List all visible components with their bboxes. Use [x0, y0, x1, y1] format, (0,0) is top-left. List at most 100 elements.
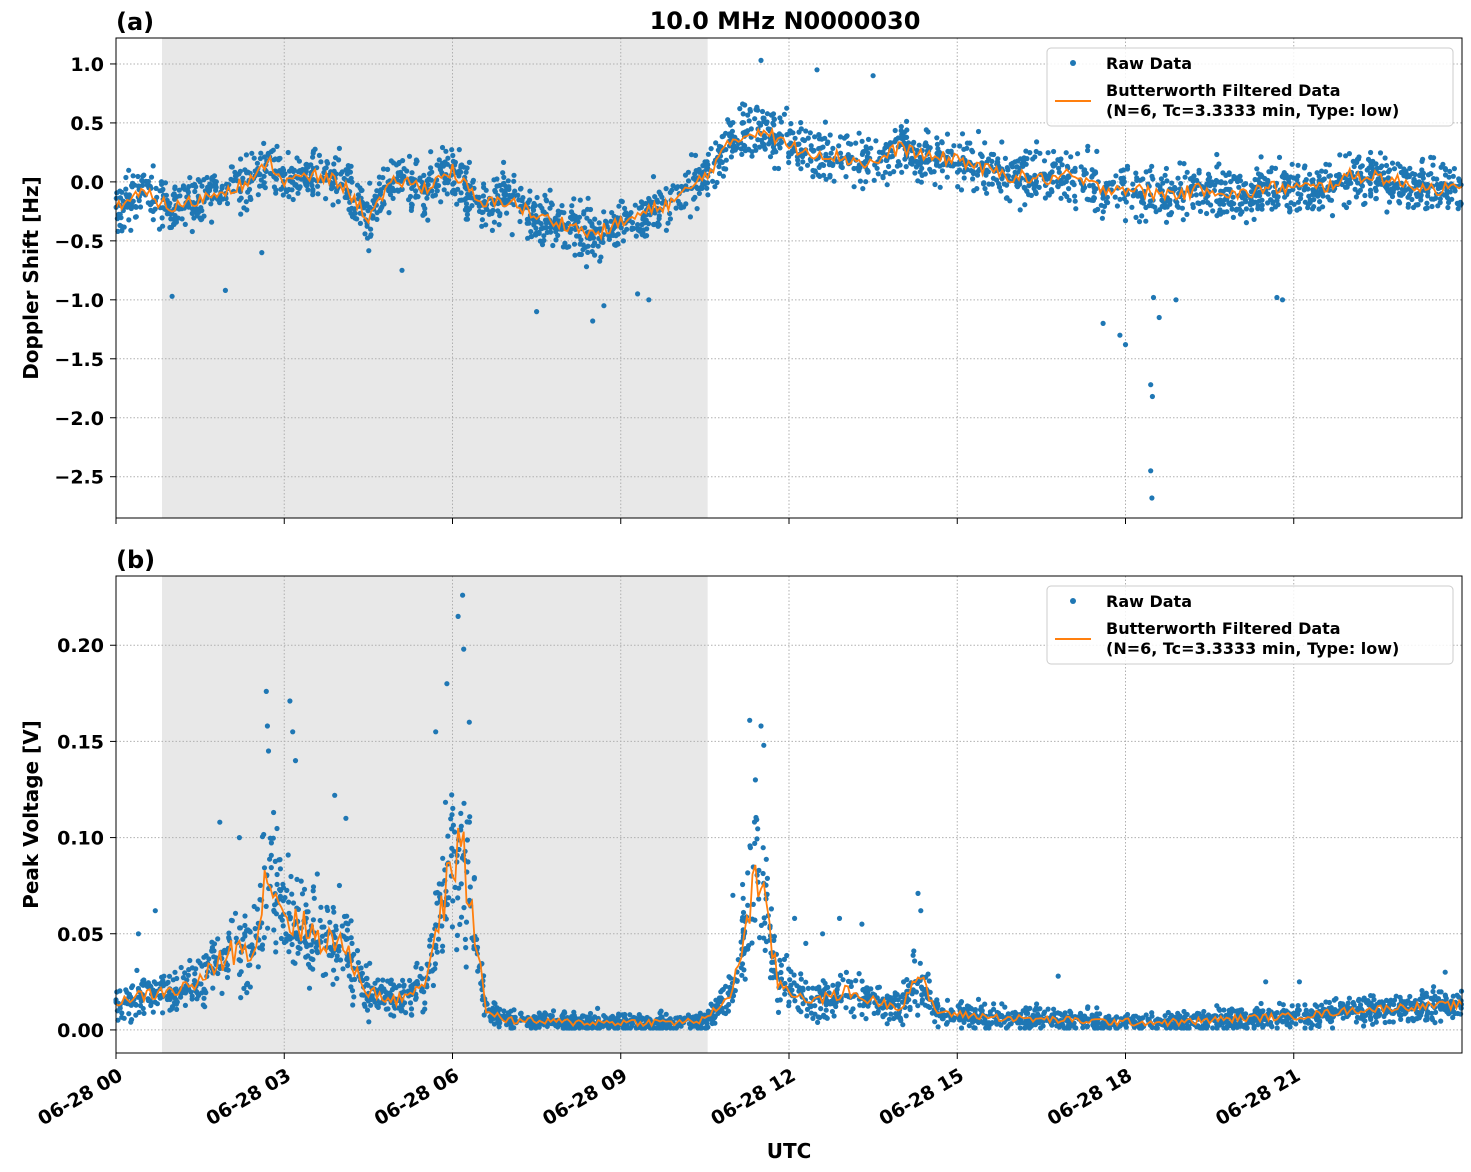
raw-point: [1193, 1012, 1199, 1018]
raw-point: [1398, 192, 1404, 198]
raw-point: [358, 965, 364, 971]
raw-point: [1167, 212, 1174, 218]
raw-point: [306, 985, 313, 991]
raw-point: [1284, 1022, 1290, 1028]
raw-point: [1114, 203, 1120, 209]
raw-outlier-point: [534, 309, 540, 315]
raw-point: [243, 152, 249, 158]
raw-point: [331, 967, 337, 973]
raw-point: [798, 971, 804, 977]
raw-point: [420, 212, 426, 218]
raw-point: [310, 884, 317, 890]
raw-point: [261, 180, 267, 186]
raw-point: [1195, 200, 1201, 206]
raw-point: [511, 178, 517, 184]
raw-point: [458, 881, 464, 887]
raw-point: [1237, 1019, 1243, 1025]
raw-point: [888, 1011, 894, 1017]
raw-point: [407, 977, 413, 984]
raw-point: [1445, 204, 1451, 211]
raw-point: [305, 961, 312, 968]
raw-point: [1050, 179, 1056, 185]
raw-point: [606, 236, 613, 242]
raw-point: [553, 237, 559, 243]
raw-point: [737, 106, 743, 112]
raw-point: [710, 178, 716, 184]
raw-point: [972, 1025, 978, 1031]
raw-point: [808, 143, 814, 149]
raw-point: [1159, 197, 1165, 203]
y-tick-label: 0.0: [70, 172, 104, 194]
raw-point: [1384, 209, 1390, 215]
raw-point: [1228, 1011, 1234, 1017]
raw-point: [756, 867, 762, 874]
raw-point: [1172, 1024, 1178, 1030]
raw-point: [1202, 1024, 1208, 1030]
raw-point: [398, 186, 404, 192]
raw-point: [975, 996, 982, 1003]
raw-point: [1136, 1015, 1142, 1021]
raw-point: [1234, 175, 1241, 181]
raw-point: [130, 173, 136, 179]
raw-point: [241, 985, 247, 992]
panel-b-voltage: 06-28 00 06-28 03 06-28 06 06-28 09 06-28 12…: [19, 546, 1465, 1130]
raw-point: [632, 202, 638, 208]
raw-point: [1419, 158, 1425, 164]
raw-point: [458, 197, 465, 203]
raw-point: [726, 974, 732, 980]
raw-point: [1174, 199, 1180, 205]
raw-point: [244, 207, 250, 213]
raw-point: [1229, 206, 1235, 212]
raw-point: [1452, 188, 1458, 194]
raw-point: [915, 1003, 921, 1009]
raw-point: [466, 159, 472, 165]
raw-point: [581, 211, 587, 217]
raw-point: [396, 159, 402, 166]
raw-point: [166, 973, 173, 979]
raw-point: [929, 1010, 935, 1016]
raw-point: [274, 143, 280, 149]
raw-point: [417, 175, 423, 181]
raw-point: [1097, 1011, 1103, 1017]
raw-point: [570, 212, 576, 218]
raw-point: [860, 149, 867, 155]
raw-point: [880, 173, 886, 179]
raw-point: [518, 1010, 524, 1017]
raw-point: [613, 233, 619, 239]
raw-point: [1282, 1018, 1288, 1024]
raw-point: [145, 178, 151, 185]
shaded-interval: [161, 38, 708, 518]
raw-point: [616, 203, 622, 209]
raw-point: [206, 956, 212, 962]
raw-point: [1010, 160, 1016, 166]
raw-point: [202, 1004, 208, 1010]
raw-point: [1190, 204, 1196, 210]
raw-point: [1200, 199, 1206, 205]
raw-point: [788, 121, 794, 127]
raw-point: [1179, 205, 1185, 211]
raw-point: [1021, 184, 1027, 190]
raw-point: [596, 226, 602, 232]
raw-point: [1155, 182, 1161, 188]
raw-point: [427, 171, 433, 177]
raw-outlier-point: [1149, 393, 1155, 400]
raw-point: [892, 127, 898, 134]
raw-point: [343, 167, 349, 173]
raw-point: [1412, 171, 1418, 178]
raw-point: [159, 187, 165, 193]
raw-point: [1093, 170, 1099, 176]
raw-point: [1032, 189, 1039, 195]
raw-point: [1438, 164, 1444, 170]
raw-point: [904, 118, 910, 124]
raw-point: [637, 1017, 643, 1023]
raw-point: [1429, 203, 1435, 210]
raw-point: [1352, 186, 1358, 192]
raw-point: [1063, 150, 1069, 156]
raw-point: [1286, 1015, 1292, 1021]
raw-point: [211, 182, 217, 188]
raw-point: [716, 143, 723, 149]
raw-point: [456, 147, 462, 153]
raw-point: [305, 909, 311, 915]
raw-point: [911, 948, 917, 954]
raw-point: [480, 193, 486, 199]
